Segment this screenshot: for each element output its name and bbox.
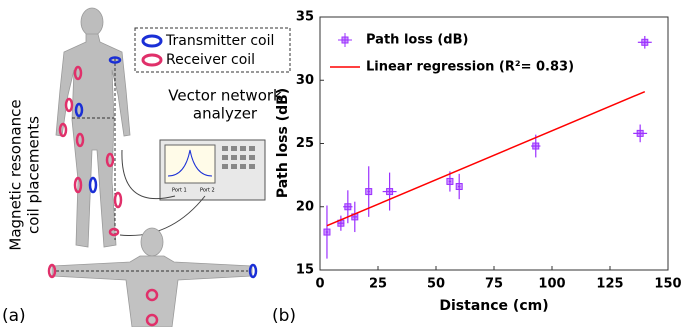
analyzer-label: Vector network — [168, 87, 282, 105]
panel-label: (a) — [2, 306, 26, 326]
port-label: Port 2 — [200, 188, 215, 194]
x-tick-label: 0 — [315, 277, 324, 292]
data-point — [532, 142, 540, 150]
legend-swatch — [341, 36, 349, 44]
y-tick-label: 30 — [296, 73, 314, 88]
regression-line — [326, 90, 646, 227]
x-axis-title: Distance (cm) — [439, 298, 548, 314]
data-point — [636, 129, 644, 137]
coil-legend-box — [134, 27, 291, 73]
coil — [47, 263, 57, 279]
data-point — [455, 183, 463, 191]
x-tick-label: 50 — [427, 277, 445, 292]
legend-swatch — [141, 53, 163, 67]
legend-label: Transmitter coil — [165, 33, 274, 49]
y-tick-label: 25 — [296, 136, 314, 151]
data-point — [641, 38, 649, 46]
legend-label: Linear regression (R²= 0.83) — [366, 60, 574, 75]
x-tick-label: 125 — [596, 277, 623, 292]
x-tick-label: 75 — [485, 277, 503, 292]
coil — [248, 263, 258, 279]
x-tick-label: 150 — [654, 277, 681, 292]
chart: (b) Distance (cm) Path loss (dB) 0 25 50 75… — [272, 10, 682, 327]
x-tick-label: 100 — [538, 277, 565, 292]
legend-label: Receiver coil — [166, 52, 255, 68]
analyzer-buttons — [222, 146, 255, 169]
coils — [58, 56, 123, 237]
cable — [121, 149, 176, 200]
body-figure — [55, 7, 131, 248]
legend-swatch — [141, 34, 163, 48]
plot-frame — [319, 16, 669, 271]
data-point — [323, 228, 331, 236]
data-point — [446, 177, 454, 185]
port-label: Port 1 — [172, 188, 187, 194]
data-point — [344, 203, 352, 211]
screen-curve — [167, 149, 213, 177]
coil — [145, 313, 159, 327]
coil — [145, 288, 159, 302]
data-point — [365, 188, 373, 196]
data-point — [386, 188, 394, 196]
legend-label: Path loss (dB) — [366, 33, 468, 48]
analyzer-label: analyzer — [193, 105, 258, 123]
panel-label: (b) — [272, 306, 296, 326]
y-axis-title: Path loss (dB) — [275, 88, 291, 198]
x-tick-label: 25 — [369, 277, 387, 292]
cable — [119, 195, 206, 237]
y-tick-label: 20 — [296, 199, 314, 214]
side-label: coil placements — [25, 116, 43, 234]
y-tick-label: 35 — [296, 10, 314, 25]
y-tick-label: 15 — [296, 263, 314, 278]
illustration: Transmitter coil Receiver coil Vector ne… — [2, 7, 291, 328]
side-label: Magnetic resonance — [7, 99, 25, 250]
